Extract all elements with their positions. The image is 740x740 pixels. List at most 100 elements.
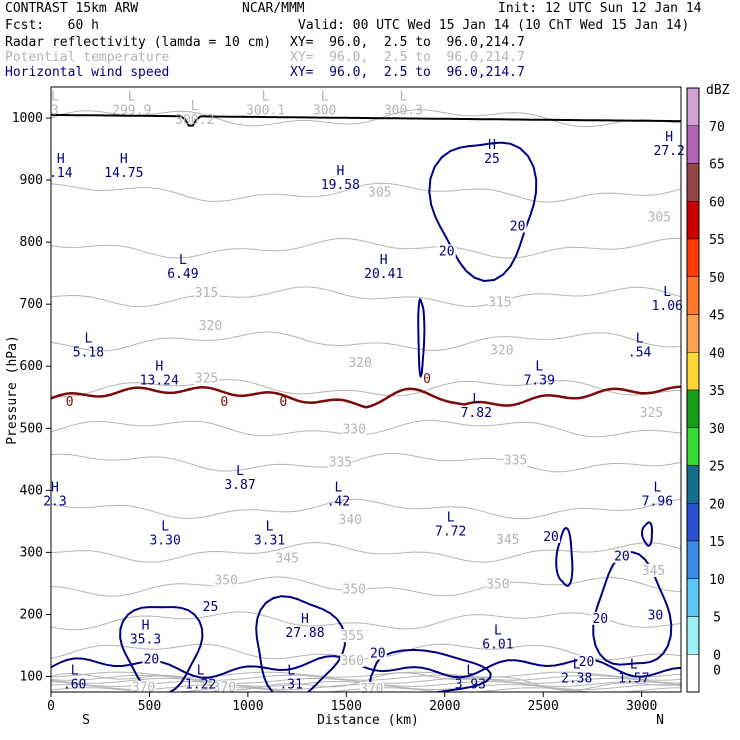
- extremum-type-label: H: [301, 612, 309, 627]
- colorbar-swatch: [686, 465, 700, 504]
- theta-label-bg-11: [338, 513, 363, 527]
- theta-label-bg-9: [495, 532, 520, 546]
- y-tick-label: 1000: [12, 111, 43, 126]
- extremum-value-label: 3: [51, 104, 59, 119]
- extremum-type-label: L: [51, 90, 59, 105]
- colorbar-level-label: 0: [713, 648, 721, 663]
- theta-contour-310: [51, 237, 681, 259]
- freezing-level-label: 0: [279, 395, 287, 410]
- extremum-value-label: 300.3: [384, 104, 423, 119]
- field-xy-theta: XY= 96.0, 2.5 to 96.0,214.7: [290, 50, 525, 65]
- theta-label-bg-23: [647, 210, 672, 224]
- extremum-type-label: L: [321, 90, 329, 105]
- extremum-type-label: L: [236, 464, 244, 479]
- extremum-value-label: 300.2: [175, 113, 214, 128]
- y-tick-label: 400: [20, 483, 43, 498]
- theta-label-bg-12: [328, 455, 353, 469]
- extremum-value-label: .14: [49, 166, 73, 181]
- extremum-type-label: L: [161, 520, 169, 535]
- colorbar-swatch: [686, 201, 700, 240]
- extremum-type-label: H: [665, 130, 673, 145]
- institution: NCAR/MMM: [242, 1, 305, 16]
- freezing-level-line: [51, 385, 681, 409]
- y-tick-label: 200: [20, 607, 43, 622]
- colorbar-level-label: 20: [709, 497, 725, 512]
- x-tick-label: 0: [47, 699, 55, 714]
- theta-label-bg-22: [367, 185, 392, 199]
- extremum-type-label: L: [197, 664, 205, 679]
- theta-label: 340: [339, 513, 362, 528]
- extremum-type-label: H: [380, 253, 388, 268]
- colorbar-level-label: 40: [709, 346, 725, 361]
- colorbar-swatch: [686, 163, 700, 202]
- field-name-reflectivity: Radar reflectivity (lamda = 10 cm): [5, 35, 272, 50]
- wind-speed-label: 20: [144, 653, 160, 668]
- theta-label-bg-10: [641, 564, 666, 577]
- extremum-type-label: L: [494, 623, 502, 638]
- wind-speed-label: 20: [579, 655, 595, 670]
- model-title: CONTRAST 15km ARW: [5, 1, 139, 16]
- theta-contour-325: [51, 378, 681, 398]
- extremum-value-label: 6.01: [482, 637, 513, 652]
- extremum-value-label: .54: [628, 346, 652, 361]
- colorbar-level-label: 55: [709, 233, 725, 248]
- extremum-value-label: 13.24: [140, 374, 179, 389]
- forecast-hour: Fcst: 60 h: [5, 18, 99, 33]
- freezing-level: [51, 385, 681, 409]
- extremum-value-label: .42: [327, 495, 350, 510]
- terrain-line: [51, 113, 681, 127]
- wind-contour-0: [119, 606, 204, 692]
- colorbar-swatch: [686, 427, 700, 466]
- wind-contour-7: [417, 297, 426, 378]
- theta-label: 325: [195, 372, 218, 387]
- theta-label: 335: [329, 455, 352, 470]
- x-axis-south-label: S: [82, 713, 90, 728]
- colorbar-level-label: 50: [709, 271, 725, 286]
- extremum-type-label: L: [573, 657, 581, 672]
- field-xy-wind: XY= 96.0, 2.5 to 96.0,214.7: [290, 65, 525, 80]
- wind-label-bg-4: [591, 611, 610, 625]
- theta-contour-345: [51, 541, 681, 563]
- extremum-type-label: L: [287, 664, 295, 679]
- wind-label-bg-8: [437, 244, 456, 258]
- wind-label-bg-9: [508, 219, 527, 233]
- extremum-type-label: L: [262, 90, 270, 105]
- x-axis-label: Distance (km): [317, 713, 419, 728]
- theta-label-bg-13: [503, 453, 528, 467]
- colorbar-swatch: [686, 389, 700, 428]
- freezing-level-label: 0: [220, 395, 228, 410]
- field-name-theta: Potential temperature: [5, 50, 170, 65]
- wind-contour-2: [369, 648, 492, 692]
- theta-label-bg-20: [194, 286, 219, 300]
- colorbar-level-label: 0: [713, 663, 721, 678]
- theta-contour-315: [51, 286, 681, 308]
- extremum-value-label: 6.49: [167, 267, 198, 282]
- extremum-type-label: H: [142, 618, 150, 633]
- extremum-type-label: H: [120, 152, 128, 167]
- extremum-type-label: L: [653, 481, 661, 496]
- colorbar-level-label: 5: [713, 611, 721, 626]
- extremum-type-label: L: [399, 90, 407, 105]
- theta-label: 345: [642, 564, 665, 579]
- colorbar-swatch: [686, 503, 700, 542]
- theta-label-bg-3: [340, 653, 365, 667]
- colorbar-swatch: [686, 87, 700, 126]
- x-tick-label: 2000: [429, 699, 460, 714]
- wind-speed-label: 25: [203, 600, 219, 615]
- freezing-level-label: 0: [423, 372, 431, 387]
- extremum-value-label: 1.06: [652, 299, 683, 314]
- extremum-type-label: L: [447, 510, 455, 525]
- extremum-type-label: L: [466, 664, 474, 679]
- colorbar-level-label: 15: [709, 535, 725, 550]
- theta-label-bg-4: [340, 629, 365, 643]
- extremum-value-label: 27.2: [654, 144, 685, 159]
- theta-label-bg-15: [194, 371, 219, 385]
- extremum-value-label: 1.57: [618, 671, 649, 686]
- x-tick-label: 1000: [232, 699, 263, 714]
- theta-contour-360: [51, 643, 681, 661]
- wind-speed-label: 20: [510, 220, 526, 235]
- wind-speed-label: 20: [592, 612, 608, 627]
- freezing-level-label: 0: [66, 395, 74, 410]
- wind-contour-6: [428, 141, 538, 283]
